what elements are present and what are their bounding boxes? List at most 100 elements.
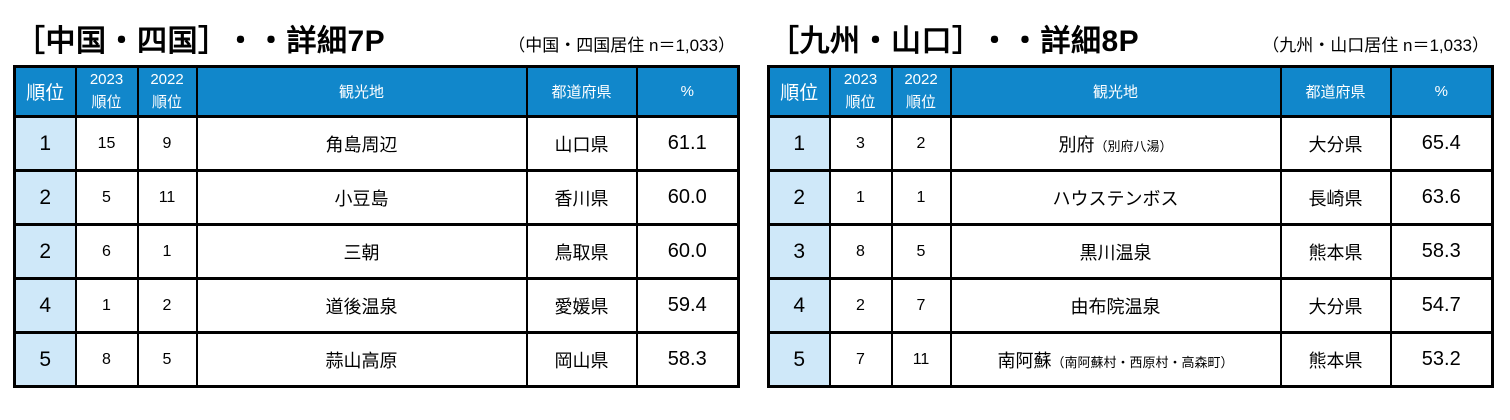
year-2023-label: 2023 <box>89 71 124 88</box>
rank-2023-cell: 1 <box>74 277 139 334</box>
percent-cell: 58.3 <box>1389 223 1494 280</box>
percent-cell: 54.7 <box>1389 277 1494 334</box>
col-header-2023-rank: 2023 順位 <box>74 65 139 118</box>
prefecture-cell: 熊本県 <box>1279 223 1392 280</box>
table-row: 1 15 9 角島周辺 山口県 61.1 <box>13 115 740 172</box>
table-row: 1 3 2 別府（別府八湯） 大分県 65.4 <box>767 115 1494 172</box>
spot-cell: 道後温泉 <box>195 277 528 334</box>
region-panel-chugoku-shikoku: ［中国・四国］ ・・詳細7P （中国・四国居住 n＝1,033） 順位 2023 … <box>13 6 740 388</box>
prefecture-cell: 熊本県 <box>1279 331 1392 388</box>
rank-2022-cell: 9 <box>136 115 198 172</box>
sample-size-note: （九州・山口居住 n＝1,033） <box>1262 36 1489 55</box>
col-header-rank: 順位 <box>13 65 77 118</box>
rank-word-label: 順位 <box>905 93 936 111</box>
rank-2023-cell: 5 <box>74 169 139 226</box>
percent-cell: 60.0 <box>635 223 740 280</box>
rank-word-label: 順位 <box>845 93 876 111</box>
spot-cell: 三朝 <box>195 223 528 280</box>
region-panel-kyushu-yamaguchi: ［九州・山口］ ・・詳細8P （九州・山口居住 n＝1,033） 順位 2023 … <box>767 6 1494 388</box>
spot-name: 道後温泉 <box>325 296 398 317</box>
spot-cell: ハウステンボス <box>949 169 1282 226</box>
sample-size-note: （中国・四国居住 n＝1,033） <box>508 36 735 55</box>
panel-header-kyushu-yamaguchi: ［九州・山口］ ・・詳細8P （九州・山口居住 n＝1,033） <box>767 6 1491 58</box>
rank-2023-cell: 8 <box>74 331 139 388</box>
col-header-prefecture: 都道府県 <box>1279 65 1392 118</box>
prefecture-cell: 大分県 <box>1279 277 1392 334</box>
rank-cell: 2 <box>13 169 77 226</box>
rank-cell: 4 <box>13 277 77 334</box>
col-header-2022-rank: 2022 順位 <box>890 65 952 118</box>
rank-2022-cell: 2 <box>136 277 198 334</box>
spot-name: ハウステンボス <box>1052 188 1179 209</box>
percent-cell: 59.4 <box>635 277 740 334</box>
rank-2022-cell: 1 <box>136 223 198 280</box>
spot-cell: 黒川温泉 <box>949 223 1282 280</box>
year-2022-label: 2022 <box>904 71 938 88</box>
prefecture-cell: 岡山県 <box>525 331 638 388</box>
percent-cell: 63.6 <box>1389 169 1494 226</box>
spot-name: 蒜山高原 <box>325 350 398 371</box>
rank-2022-cell: 5 <box>136 331 198 388</box>
prefecture-cell: 山口県 <box>525 115 638 172</box>
ranking-table-kyushu-yamaguchi: 順位 2023 順位 2022 順位 観光地 都道府県 % 1 <box>767 65 1494 388</box>
table-row: 2 1 1 ハウステンボス 長崎県 63.6 <box>767 169 1494 226</box>
ranking-table-chugoku-shikoku: 順位 2023 順位 2022 順位 観光地 都道府県 % 1 <box>13 65 740 388</box>
rank-2023-cell: 8 <box>828 223 893 280</box>
spot-note: （南阿蘇村・西原村・高森町） <box>1051 354 1234 370</box>
rank-2022-cell: 7 <box>890 277 952 334</box>
prefecture-cell: 愛媛県 <box>525 277 638 334</box>
rank-2023-cell: 1 <box>828 169 893 226</box>
col-header-rank: 順位 <box>767 65 831 118</box>
spot-name: 別府 <box>1058 134 1095 155</box>
detail-page-ref: ・・詳細8P <box>979 25 1140 58</box>
rank-cell: 5 <box>767 331 831 388</box>
survey-report-page: ［中国・四国］ ・・詳細7P （中国・四国居住 n＝1,033） 順位 2023 … <box>13 6 1494 388</box>
spot-name: 角島周辺 <box>325 134 398 155</box>
rank-cell: 1 <box>13 115 77 172</box>
rank-cell: 2 <box>13 223 77 280</box>
prefecture-cell: 大分県 <box>1279 115 1392 172</box>
header-row: 順位 2023 順位 2022 順位 観光地 都道府県 % <box>13 65 740 118</box>
table-row: 3 8 5 黒川温泉 熊本県 58.3 <box>767 223 1494 280</box>
rank-cell: 3 <box>767 223 831 280</box>
col-header-2022-rank: 2022 順位 <box>136 65 198 118</box>
prefecture-cell: 香川県 <box>525 169 638 226</box>
percent-cell: 65.4 <box>1389 115 1494 172</box>
table-row: 4 1 2 道後温泉 愛媛県 59.4 <box>13 277 740 334</box>
spot-name: 黒川温泉 <box>1079 242 1152 263</box>
year-2022-label: 2022 <box>150 71 184 88</box>
rank-word-label: 順位 <box>151 93 182 111</box>
col-header-percent: % <box>1389 65 1494 118</box>
spot-cell: 由布院温泉 <box>949 277 1282 334</box>
region-label: ［九州・山口］ <box>769 25 968 58</box>
table-row: 4 2 7 由布院温泉 大分県 54.7 <box>767 277 1494 334</box>
col-header-percent: % <box>635 65 740 118</box>
rank-cell: 1 <box>767 115 831 172</box>
spot-name: 由布院温泉 <box>1070 296 1161 317</box>
spot-cell: 小豆島 <box>195 169 528 226</box>
spot-cell: 角島周辺 <box>195 115 528 172</box>
rank-2023-cell: 7 <box>828 331 893 388</box>
percent-cell: 61.1 <box>635 115 740 172</box>
rank-2023-cell: 2 <box>828 277 893 334</box>
rank-2022-cell: 1 <box>890 169 952 226</box>
rank-2022-cell: 11 <box>890 331 952 388</box>
panel-header-chugoku-shikoku: ［中国・四国］ ・・詳細7P （中国・四国居住 n＝1,033） <box>13 6 737 58</box>
prefecture-cell: 長崎県 <box>1279 169 1392 226</box>
table-row: 5 8 5 蒜山高原 岡山県 58.3 <box>13 331 740 388</box>
spot-cell: 蒜山高原 <box>195 331 528 388</box>
panel-title: ［九州・山口］ ・・詳細8P <box>769 25 1139 58</box>
percent-cell: 58.3 <box>635 331 740 388</box>
col-header-2023-rank: 2023 順位 <box>828 65 893 118</box>
rank-cell: 2 <box>767 169 831 226</box>
detail-page-ref: ・・詳細7P <box>225 25 386 58</box>
rank-2023-cell: 3 <box>828 115 893 172</box>
rank-2023-cell: 15 <box>74 115 139 172</box>
table-row: 2 5 11 小豆島 香川県 60.0 <box>13 169 740 226</box>
rank-word-label: 順位 <box>91 93 122 111</box>
table-row: 2 6 1 三朝 鳥取県 60.0 <box>13 223 740 280</box>
spot-note: （別府八湯） <box>1094 138 1173 154</box>
percent-cell: 53.2 <box>1389 331 1494 388</box>
spot-name: 小豆島 <box>334 188 389 209</box>
col-header-prefecture: 都道府県 <box>525 65 638 118</box>
